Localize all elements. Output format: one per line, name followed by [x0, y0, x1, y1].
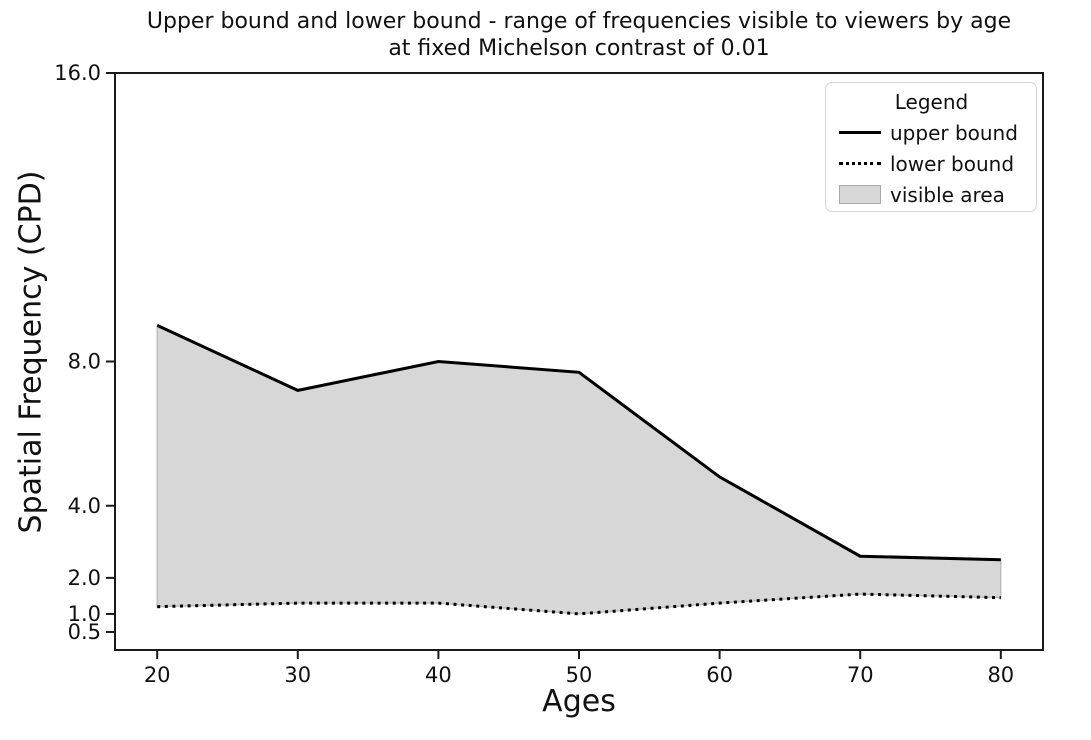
- x-tick-label: 80: [987, 663, 1014, 687]
- legend-item-lower-bound: lower bound: [839, 148, 1024, 179]
- chart-title-line2: at fixed Michelson contrast of 0.01: [388, 36, 770, 61]
- y-tick-label: 8.0: [68, 350, 101, 374]
- lower-bound-line-sample: [839, 162, 881, 165]
- x-tick-label: 40: [425, 663, 452, 687]
- visible-area-fill: [156, 324, 1002, 615]
- legend: Legend upper bound lower bound visible a…: [825, 82, 1037, 212]
- y-tick-label: 16.0: [54, 61, 101, 85]
- legend-label-lower-bound: lower bound: [890, 151, 1015, 176]
- x-tick-label: 20: [144, 663, 171, 687]
- x-tick-label: 70: [847, 663, 874, 687]
- chart-title-line1: Upper bound and lower bound - range of f…: [146, 9, 1012, 34]
- upper-bound-line: [156, 324, 1001, 562]
- y-tick-label: 1.0: [68, 602, 101, 626]
- y-tick-label: 2.0: [68, 566, 101, 590]
- x-axis-label: Ages: [542, 684, 616, 719]
- y-tick-label: 4.0: [68, 494, 101, 518]
- legend-label-upper-bound: upper bound: [890, 120, 1018, 145]
- y-tick-label: 0.5: [68, 620, 101, 644]
- x-tick-label: 30: [284, 663, 311, 687]
- visible-area-patch-sample: [839, 185, 881, 204]
- upper-bound-line-sample: [839, 131, 881, 134]
- chart-title: Upper bound and lower bound - range of f…: [115, 8, 1043, 62]
- legend-title: Legend: [894, 90, 969, 114]
- legend-item-upper-bound: upper bound: [839, 117, 1024, 148]
- legend-item-visible-area: visible area: [839, 179, 1024, 210]
- x-tick-label: 60: [706, 663, 733, 687]
- y-axis-label: Spatial Frequency (CPD): [13, 170, 49, 534]
- x-tick-label: 50: [566, 663, 593, 687]
- legend-label-visible-area: visible area: [890, 182, 1005, 207]
